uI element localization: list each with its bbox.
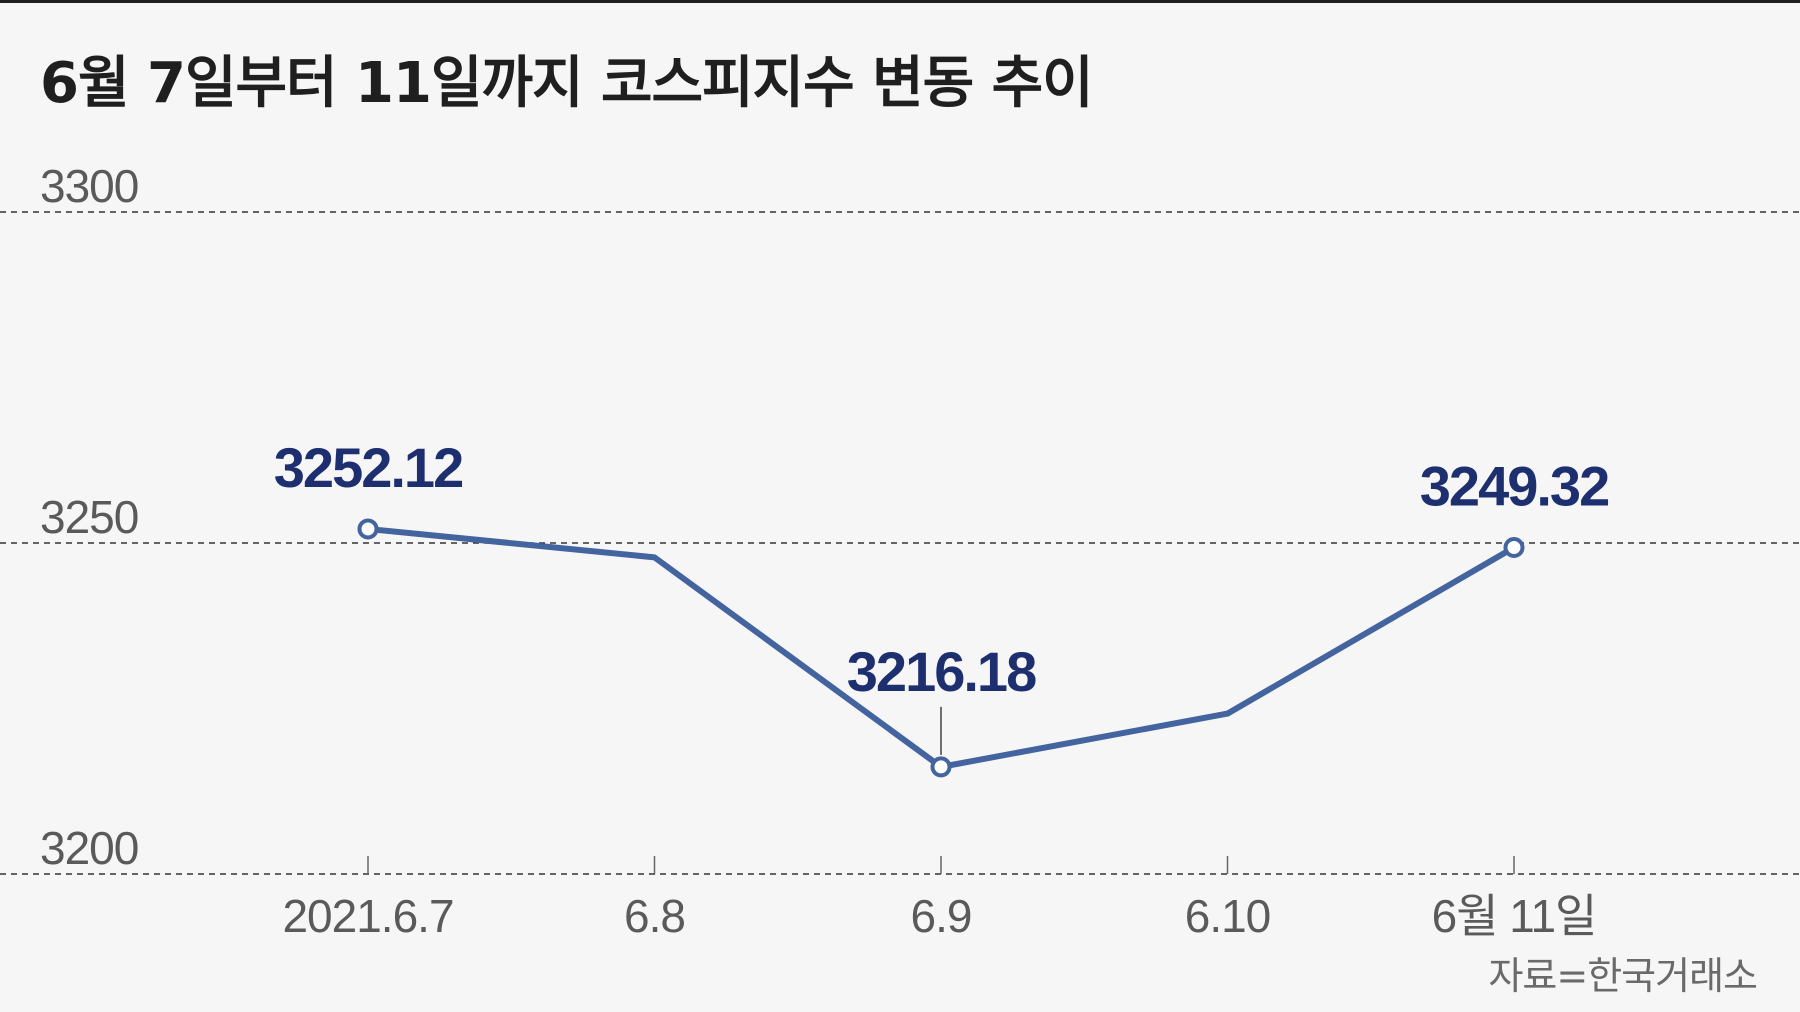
source-note: 자료=한국거래소 [1488, 954, 1758, 998]
chart-title: 6월 7일부터 11일까지 코스피지수 변동 추이 [40, 51, 1094, 116]
y-tick-label: 3250 [40, 491, 138, 543]
grid-layer: 3200 3250 3300 [0, 160, 1800, 875]
x-axis: 2021.6.7 6.8 6.9 6.10 6월 11일 [282, 856, 1597, 942]
x-tick-label: 6.9 [911, 890, 972, 942]
data-label: 3252.12 [274, 436, 462, 499]
x-tick-label: 6.8 [624, 890, 685, 942]
data-label-layer: 3252.12 3216.18 3249.32 [274, 436, 1610, 755]
y-tick-label: 3200 [40, 822, 138, 874]
series-layer [357, 518, 1525, 778]
data-label: 3216.18 [847, 640, 1036, 703]
x-tick-label: 6월 11일 [1432, 890, 1597, 942]
data-label: 3249.32 [1420, 455, 1608, 518]
data-point-marker [357, 518, 379, 540]
x-tick-label: 2021.6.7 [282, 890, 453, 942]
top-rule [0, 0, 1800, 3]
data-point-marker [1503, 537, 1525, 559]
x-tick-label: 6.10 [1185, 890, 1271, 942]
y-tick-label: 3300 [40, 160, 138, 212]
data-point-marker [930, 756, 952, 778]
